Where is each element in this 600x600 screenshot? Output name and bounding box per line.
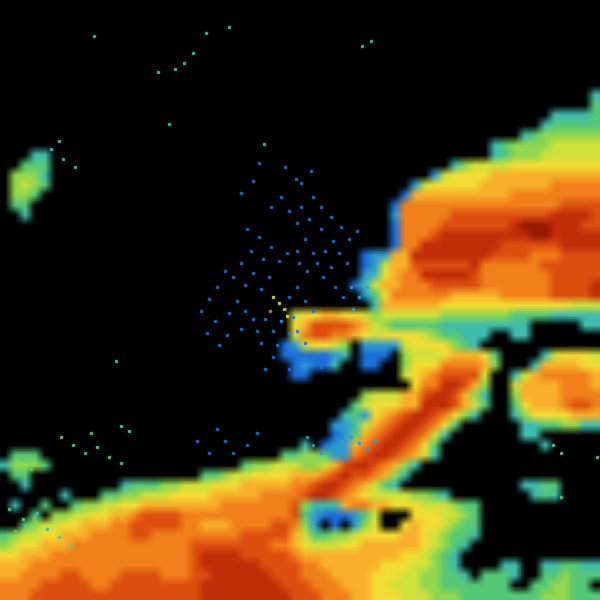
radar-reflectivity-canvas	[0, 0, 600, 600]
radar-display	[0, 0, 600, 600]
